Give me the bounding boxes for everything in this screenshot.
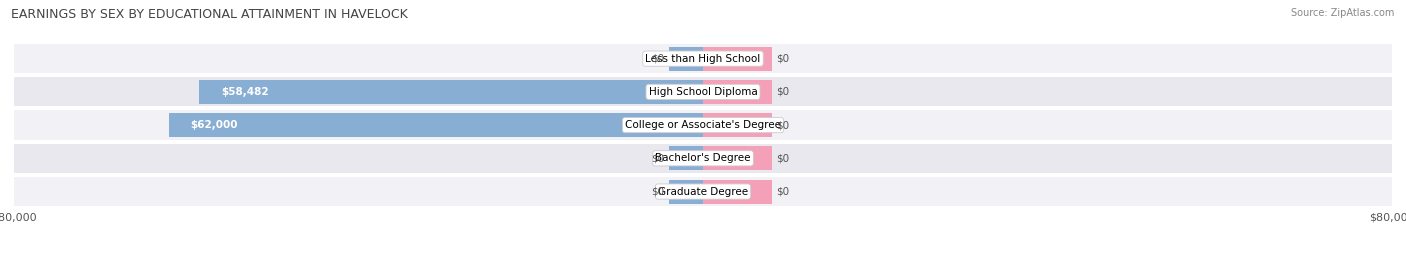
Bar (669, 47, 703, 70)
Text: EARNINGS BY SEX BY EDUCATIONAL ATTAINMENT IN HAVELOCK: EARNINGS BY SEX BY EDUCATIONAL ATTAINMEN… (11, 8, 408, 21)
Bar (669, 180, 703, 204)
Bar (703, 47, 772, 70)
Text: Source: ZipAtlas.com: Source: ZipAtlas.com (1291, 8, 1395, 18)
Text: $0: $0 (776, 87, 789, 97)
Text: Less than High School: Less than High School (645, 54, 761, 64)
Bar (703, 180, 772, 204)
Text: $0: $0 (651, 153, 664, 163)
Bar (200, 80, 703, 104)
Text: $0: $0 (776, 153, 789, 163)
Text: High School Diploma: High School Diploma (648, 87, 758, 97)
Text: $0: $0 (776, 54, 789, 64)
Bar (703, 146, 772, 170)
Bar (169, 113, 703, 137)
Text: Graduate Degree: Graduate Degree (658, 186, 748, 197)
Bar (14, 144, 1392, 173)
Bar (14, 77, 1392, 107)
Bar (14, 44, 1392, 73)
Text: $62,000: $62,000 (191, 120, 238, 130)
Text: $0: $0 (651, 54, 664, 64)
Text: Bachelor's Degree: Bachelor's Degree (655, 153, 751, 163)
Bar (669, 146, 703, 170)
Text: $58,482: $58,482 (221, 87, 269, 97)
Text: College or Associate's Degree: College or Associate's Degree (626, 120, 780, 130)
Text: $0: $0 (776, 120, 789, 130)
Text: $0: $0 (776, 186, 789, 197)
Text: $0: $0 (651, 186, 664, 197)
Bar (703, 113, 772, 137)
Bar (703, 80, 772, 104)
Bar (14, 177, 1392, 206)
Bar (14, 111, 1392, 140)
